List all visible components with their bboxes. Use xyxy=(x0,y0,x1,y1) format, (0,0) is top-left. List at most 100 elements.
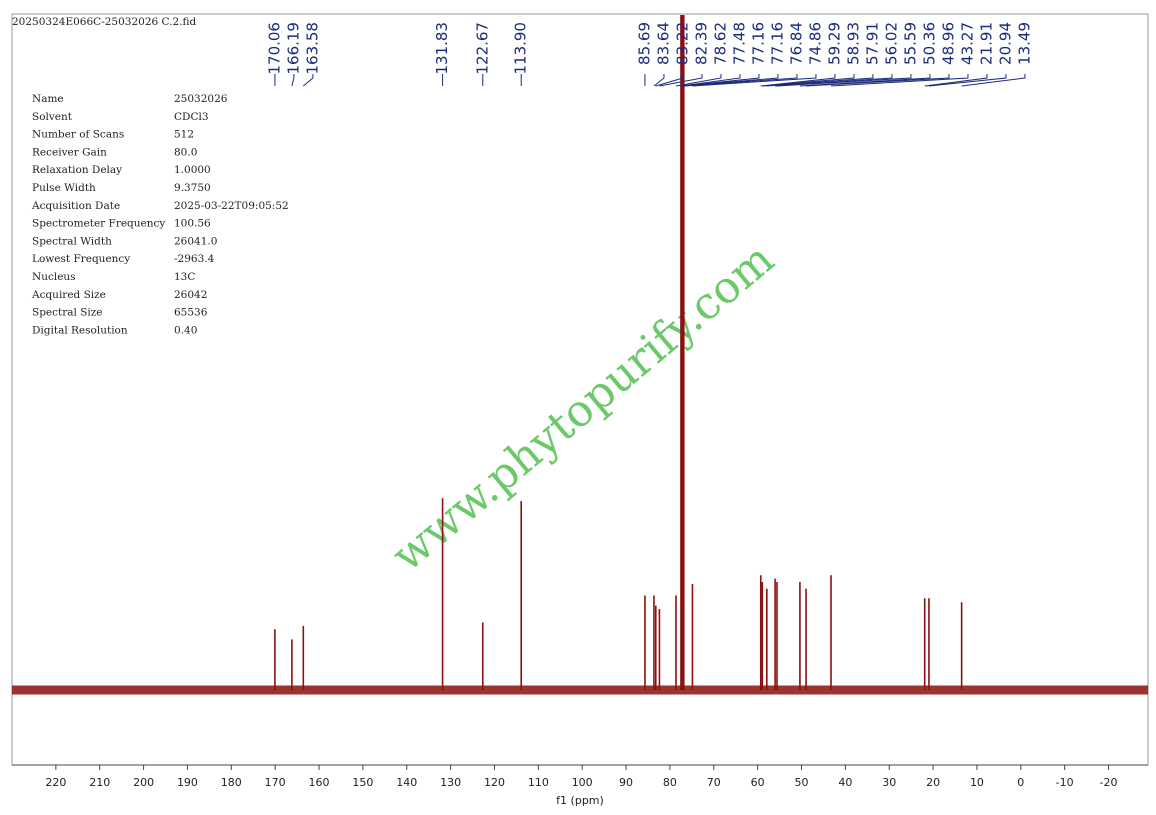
x-tick-label: 90 xyxy=(619,776,633,789)
param-value: 80.0 xyxy=(174,146,197,158)
peak-label: 83.22 xyxy=(673,22,691,65)
x-tick-label: 210 xyxy=(89,776,110,789)
x-tick-label: -20 xyxy=(1100,776,1118,789)
peak-connector xyxy=(653,74,665,87)
peak-label: 21.91 xyxy=(977,22,995,65)
x-tick-label: 60 xyxy=(751,776,765,789)
peak-connector xyxy=(760,74,836,87)
peak-connector xyxy=(682,74,760,87)
x-tick-label: 170 xyxy=(265,776,286,789)
param-name: Nucleus xyxy=(32,271,76,283)
peak-connector xyxy=(682,74,779,87)
peak-label: 13.49 xyxy=(1015,22,1033,65)
param-name: Relaxation Delay xyxy=(32,164,122,176)
x-tick-label: 80 xyxy=(663,776,677,789)
peak-connector xyxy=(291,74,295,87)
x-tick-label: 220 xyxy=(45,776,66,789)
chart-title: 20250324E066C-25032026 C.2.fid xyxy=(12,16,197,28)
peak-connector xyxy=(961,74,1026,87)
peak-label: 48.96 xyxy=(939,22,957,65)
param-value: CDCl3 xyxy=(174,111,209,123)
peak-label: 77.48 xyxy=(730,22,748,65)
peak-label: 170.06 xyxy=(265,22,283,75)
peak-label: 78.62 xyxy=(711,22,729,65)
param-value: 2025-03-22T09:05:52 xyxy=(174,200,289,212)
peak-connector xyxy=(806,74,950,87)
param-name: Solvent xyxy=(32,111,73,123)
x-tick-label: 100 xyxy=(572,776,593,789)
peak-connector xyxy=(830,74,969,87)
peak-connector xyxy=(655,74,684,87)
x-tick-label: 190 xyxy=(177,776,198,789)
param-name: Digital Resolution xyxy=(32,324,128,336)
peak-connector xyxy=(303,74,314,87)
param-value: 9.3750 xyxy=(174,182,211,194)
peak-label: 77.16 xyxy=(768,22,786,65)
peak-label: 83.64 xyxy=(654,22,672,65)
x-tick-label: 40 xyxy=(838,776,852,789)
x-tick-label: 10 xyxy=(970,776,984,789)
x-tick-label: 200 xyxy=(133,776,154,789)
x-tick-label: 0 xyxy=(1017,776,1024,789)
x-tick-label: 180 xyxy=(221,776,242,789)
peak-label: 163.58 xyxy=(303,22,321,75)
x-tick-label: 50 xyxy=(794,776,808,789)
param-name: Receiver Gain xyxy=(32,146,107,158)
param-value: 0.40 xyxy=(174,324,197,336)
x-tick-label: 70 xyxy=(707,776,721,789)
peak-label: 56.02 xyxy=(882,22,900,65)
x-tick-label: 140 xyxy=(396,776,417,789)
peak-label: 82.39 xyxy=(692,22,710,65)
peak-connector xyxy=(799,74,931,87)
peak-connector xyxy=(924,74,988,87)
x-tick-label: 110 xyxy=(528,776,549,789)
x-tick-label: 120 xyxy=(484,776,505,789)
peak-label: 57.91 xyxy=(863,22,881,65)
x-tick-label: 30 xyxy=(882,776,896,789)
param-name: Acquired Size xyxy=(31,289,106,301)
param-value: 65536 xyxy=(174,307,208,319)
param-value: 26042 xyxy=(174,289,207,301)
x-axis-label: f1 (ppm) xyxy=(556,794,604,807)
param-value: -2963.4 xyxy=(174,253,215,265)
param-value: 13C xyxy=(174,271,195,283)
param-name: Lowest Frequency xyxy=(32,253,130,265)
peak-connector xyxy=(683,74,798,87)
param-value: 512 xyxy=(174,129,194,141)
param-value: 25032026 xyxy=(174,93,228,105)
peak-label: 77.16 xyxy=(749,22,767,65)
x-tick-label: 20 xyxy=(926,776,940,789)
param-value: 100.56 xyxy=(174,218,211,230)
peak-label: 58.93 xyxy=(844,22,862,65)
peak-connector xyxy=(928,74,1007,87)
param-name: Spectral Width xyxy=(32,235,112,247)
peak-label: 74.86 xyxy=(806,22,824,65)
param-value: 1.0000 xyxy=(174,164,211,176)
peak-label: 85.69 xyxy=(635,22,653,65)
peak-label: 131.83 xyxy=(433,22,451,75)
param-name: Pulse Width xyxy=(32,182,96,194)
peak-label: 166.19 xyxy=(284,22,302,75)
peak-connector xyxy=(675,74,722,87)
param-value: 26041.0 xyxy=(174,235,217,247)
x-tick-label: -10 xyxy=(1056,776,1074,789)
peak-connector xyxy=(776,74,912,87)
peak-label: 20.94 xyxy=(996,22,1014,65)
peak-label: 76.84 xyxy=(787,22,805,65)
peak-connector xyxy=(680,74,741,87)
peak-connector xyxy=(659,74,703,87)
peak-connector xyxy=(692,74,817,87)
peak-label: 43.27 xyxy=(958,22,976,65)
peak-label: 50.36 xyxy=(920,22,938,65)
x-tick-label: 130 xyxy=(440,776,461,789)
param-name: Spectral Size xyxy=(32,307,103,319)
peak-label: 113.90 xyxy=(512,22,530,75)
param-name: Spectrometer Frequency xyxy=(32,218,165,230)
param-name: Acquisition Date xyxy=(31,200,120,212)
peak-label: 122.67 xyxy=(473,22,491,75)
peak-label: 55.59 xyxy=(901,22,919,65)
peak-connector xyxy=(766,74,874,87)
x-tick-label: 150 xyxy=(352,776,373,789)
param-name: Number of Scans xyxy=(32,129,124,141)
